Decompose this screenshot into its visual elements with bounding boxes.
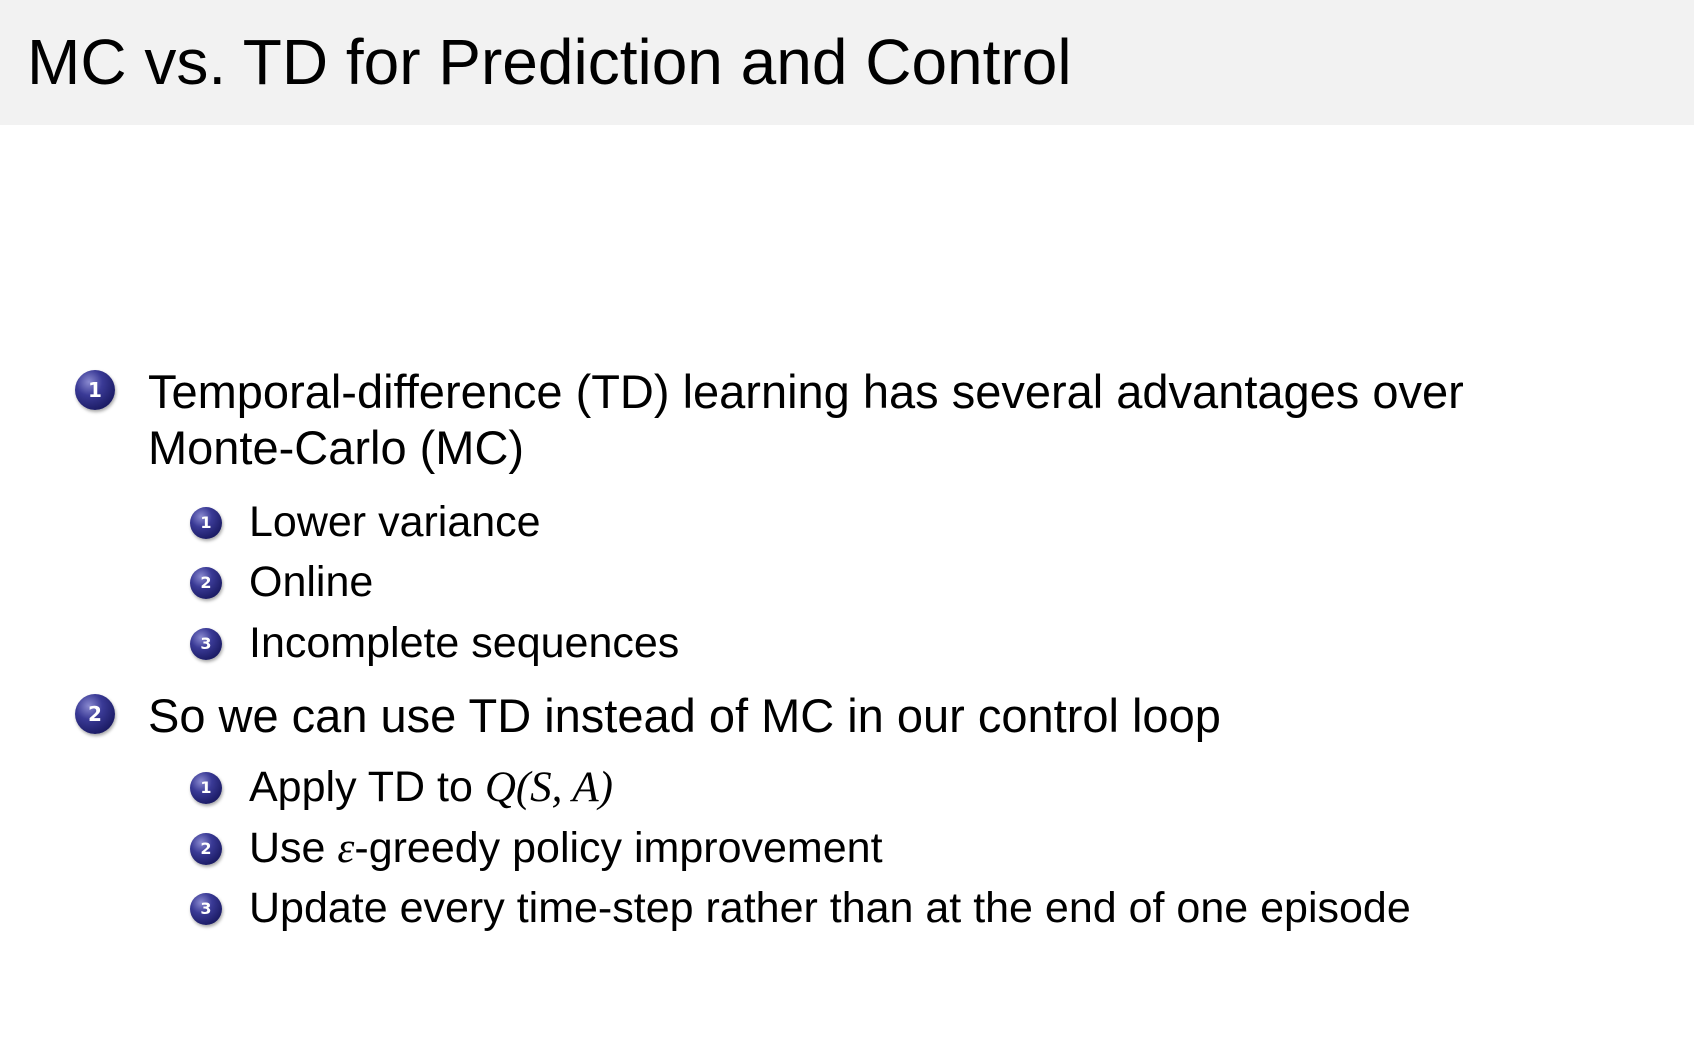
sub-item-text: Update every time-step rather than at th… — [249, 884, 1411, 932]
numbered-bullet-icon: 1 — [75, 370, 115, 410]
sub-item-content: Use ε-greedy policy improvement — [249, 818, 883, 879]
sub-item-text: Online — [249, 558, 374, 606]
title-bar: MC vs. TD for Prediction and Control — [0, 0, 1694, 125]
numbered-bullet-icon: 2 — [190, 567, 222, 599]
sub-list-item: 3 Incomplete sequences — [190, 613, 679, 673]
sub-item-text: Use — [249, 824, 338, 872]
sub-list-item: 2 Online — [190, 552, 373, 612]
numbered-bullet-icon: 1 — [190, 772, 222, 804]
sub-list-item: 1 Apply TD to Q(S, A) — [190, 757, 613, 818]
sub-list-item: 2 Use ε-greedy policy improvement — [190, 818, 883, 879]
numbered-bullet-icon: 3 — [190, 628, 222, 660]
item-text: So we can use TD instead of MC in our co… — [148, 689, 1221, 742]
item-text: Temporal-difference (TD) learning has se… — [148, 365, 1464, 418]
sub-list-item: 3 Update every time-step rather than at … — [190, 878, 1411, 938]
numbered-bullet-icon: 3 — [190, 893, 222, 925]
sub-item-content: Apply TD to Q(S, A) — [249, 757, 613, 818]
item-text-continued: Monte-Carlo (MC) — [148, 421, 525, 474]
slide-title: MC vs. TD for Prediction and Control — [27, 26, 1072, 98]
sub-item-text: Incomplete sequences — [249, 619, 680, 667]
sub-item-text: -greedy policy improvement — [354, 824, 883, 872]
list-item: 2 So we can use TD instead of MC in our … — [75, 688, 1221, 744]
math-epsilon: ε — [337, 825, 355, 872]
sub-list-item: 1 Lower variance — [190, 492, 541, 552]
list-item: 1 Temporal-difference (TD) learning has … — [75, 364, 1464, 476]
numbered-bullet-icon: 2 — [190, 833, 222, 865]
numbered-bullet-icon: 2 — [75, 694, 115, 734]
numbered-bullet-icon: 1 — [190, 507, 222, 539]
sub-item-text: Lower variance — [249, 498, 541, 546]
math-expression: Q(S, A) — [484, 764, 613, 811]
sub-item-text: Apply TD to — [249, 763, 485, 811]
